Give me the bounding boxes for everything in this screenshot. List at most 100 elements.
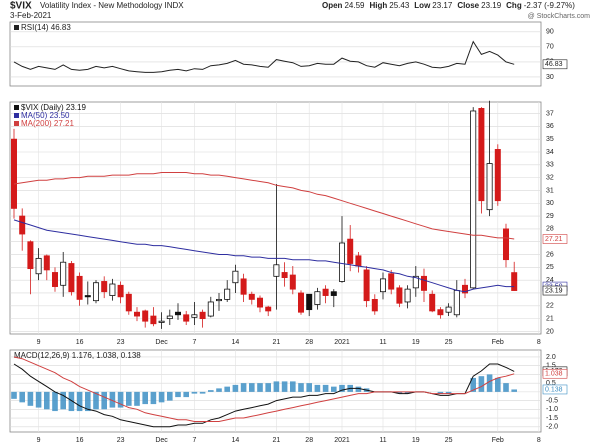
x-tick-label: 2021 — [334, 437, 350, 444]
histogram-bar — [495, 377, 501, 392]
candle-body — [437, 309, 444, 316]
x-tick-label: 25 — [445, 339, 453, 346]
rsi-panel — [9, 21, 542, 87]
histogram-bar — [175, 391, 181, 398]
histogram-bar — [240, 383, 247, 392]
candle-body — [142, 310, 149, 322]
histogram-bar — [19, 391, 25, 403]
series-line — [13, 40, 515, 73]
histogram-bar — [331, 386, 337, 392]
quote-label: Chg — [506, 1, 522, 10]
histogram-bar — [273, 381, 280, 392]
histogram-bar — [117, 391, 124, 408]
legend-label: MA(200) 27.21 — [21, 119, 74, 128]
candle-body — [461, 284, 468, 294]
last-value-tag: 1.038 — [542, 368, 568, 379]
last-value-tag: 23.19 — [542, 285, 568, 296]
histogram-bar — [158, 391, 165, 403]
y-tick-label: 70 — [546, 44, 554, 51]
candle-body — [60, 261, 67, 286]
histogram-bar — [478, 376, 485, 392]
x-tick-label: 14 — [232, 339, 240, 346]
histogram-bar — [44, 391, 50, 410]
candle-body — [191, 314, 198, 318]
histogram-bar — [126, 391, 132, 406]
histogram-bar — [52, 391, 58, 412]
histogram-bar — [511, 389, 517, 392]
histogram-bar — [290, 381, 296, 392]
histogram-bar — [445, 391, 452, 394]
last-value-tag: 0.138 — [542, 384, 568, 395]
credit: @ StockCharts.com — [528, 13, 591, 20]
candle-body — [68, 263, 75, 293]
x-tick-label: Dec — [155, 437, 168, 444]
candle-body — [248, 293, 255, 300]
tag-box — [542, 59, 568, 70]
candle-body — [27, 241, 34, 270]
histogram-bar — [249, 383, 255, 392]
quote-value: 25.43 — [389, 1, 410, 10]
y-tick-label: -1.0 — [546, 406, 558, 413]
histogram-bar — [191, 391, 198, 394]
candle-body — [338, 242, 345, 282]
legend-label: RSI(14) 46.83 — [21, 23, 71, 32]
histogram-bar — [11, 391, 17, 399]
y-tick-label: -0.5 — [546, 397, 558, 404]
tag-label: 46.83 — [545, 61, 563, 68]
x-tick-label: 28 — [305, 437, 313, 444]
x-tick-label: 25 — [445, 437, 453, 444]
y-tick-label: 30 — [546, 74, 554, 81]
macd-panel — [9, 349, 542, 433]
quote-value: 23.19 — [481, 1, 502, 10]
candle-body — [224, 288, 231, 300]
candle-body — [166, 315, 173, 320]
x-tick-label: 8 — [537, 437, 541, 444]
candle-body — [289, 274, 296, 290]
x-tick-label: 14 — [232, 437, 240, 444]
candle-body — [404, 288, 411, 303]
legend: MACD(12,26,9) 1.176, 1.038, 0.138 — [14, 351, 141, 360]
tag-box — [542, 234, 568, 244]
candle-body — [453, 290, 460, 316]
candle-body — [502, 228, 509, 261]
histogram-bar — [339, 384, 345, 392]
y-tick-label: -1.5 — [546, 415, 558, 422]
histogram-bar — [109, 391, 116, 408]
candle-body — [207, 301, 214, 317]
candle-body — [281, 272, 288, 279]
y-tick-label: 1.5 — [546, 363, 556, 370]
candle-body — [76, 275, 83, 300]
x-tick-label: Feb — [492, 339, 504, 346]
histogram-bar — [503, 383, 509, 392]
histogram-bar — [470, 377, 476, 392]
candle-body — [199, 311, 206, 320]
x-tick-label: 7 — [192, 339, 196, 346]
histogram-bar — [355, 386, 362, 392]
candle-body — [93, 282, 100, 302]
y-tick-label: 35 — [546, 136, 554, 143]
tag-box — [542, 384, 568, 395]
histogram-bar — [216, 388, 222, 392]
histogram-bar — [93, 391, 99, 410]
candle-body — [355, 255, 362, 267]
candle-body — [43, 255, 50, 271]
candle-body — [322, 288, 329, 296]
histogram-bar — [183, 391, 189, 398]
candle-body — [511, 272, 518, 291]
tag-label: 23.19 — [545, 287, 563, 294]
x-tick-label: 11 — [379, 339, 386, 346]
x-tick-label: 23 — [117, 339, 125, 346]
candle-body — [429, 293, 436, 312]
candle-body — [445, 306, 452, 313]
y-tick-label: 34 — [546, 149, 554, 156]
y-tick-label: 29 — [546, 213, 554, 220]
candle-body — [19, 215, 26, 235]
candle-body — [256, 297, 263, 308]
candle-body — [183, 314, 190, 322]
candle-body — [101, 281, 108, 293]
candle-body — [232, 270, 239, 284]
legend-swatch — [14, 25, 19, 30]
series-line — [13, 172, 515, 240]
